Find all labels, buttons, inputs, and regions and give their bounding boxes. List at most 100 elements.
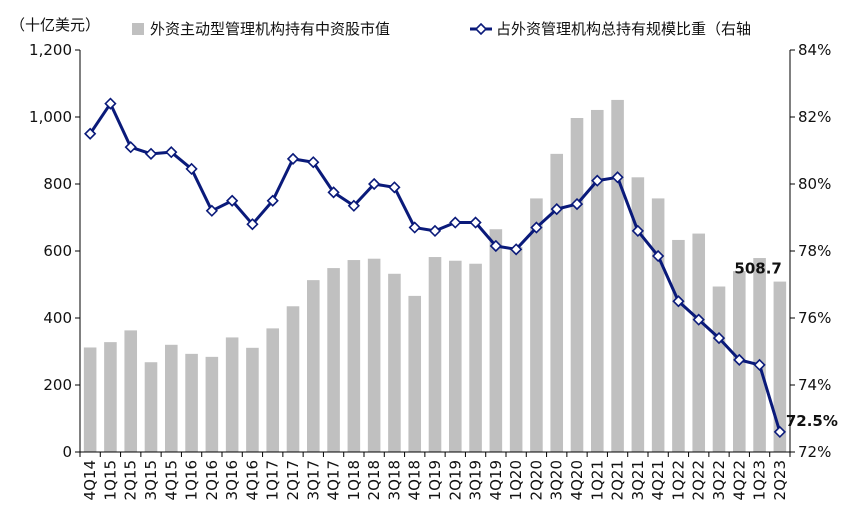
left-tick-label: 1,200 bbox=[29, 41, 72, 59]
bar bbox=[205, 356, 219, 452]
line-point bbox=[205, 204, 218, 217]
line-point bbox=[672, 295, 685, 308]
bar bbox=[307, 280, 320, 452]
x-tick-label: 4Q22 bbox=[730, 460, 748, 500]
x-tick-label: 4Q15 bbox=[162, 460, 180, 500]
x-tick-label: 3Q20 bbox=[548, 460, 566, 500]
x-tick-label: 3Q15 bbox=[142, 460, 160, 500]
bar bbox=[83, 347, 97, 452]
line-point bbox=[611, 171, 624, 184]
x-tick-label: 3Q18 bbox=[385, 460, 403, 500]
line-point bbox=[368, 177, 381, 191]
line-point bbox=[733, 353, 746, 367]
x-tick-label: 2Q18 bbox=[365, 460, 383, 500]
bar bbox=[246, 347, 259, 452]
right-tick-label: 84% bbox=[798, 41, 831, 59]
x-tick-label: 4Q21 bbox=[649, 460, 667, 500]
left-tick-label: 200 bbox=[43, 376, 72, 394]
x-tick-label: 1Q20 bbox=[507, 460, 525, 500]
bar bbox=[631, 177, 645, 453]
bar bbox=[104, 342, 117, 452]
line-point bbox=[84, 127, 97, 140]
x-tick-label: 4Q17 bbox=[325, 460, 343, 500]
right-tick-label: 82% bbox=[798, 108, 831, 126]
line-series bbox=[84, 97, 786, 439]
bar bbox=[611, 99, 624, 453]
line-point bbox=[347, 199, 360, 212]
line-point bbox=[144, 147, 158, 160]
bar bbox=[367, 258, 381, 452]
left-axis-unit: （十亿美元） bbox=[10, 16, 100, 34]
bar bbox=[266, 328, 280, 452]
right-tick-label: 76% bbox=[798, 309, 831, 327]
bar bbox=[692, 233, 706, 452]
x-tick-label: 1Q21 bbox=[588, 460, 606, 500]
x-tick-label: 1Q16 bbox=[183, 460, 201, 500]
line-point bbox=[652, 249, 665, 263]
right-tick-label: 72% bbox=[798, 443, 831, 461]
x-tick-label: 3Q19 bbox=[467, 460, 485, 500]
bar bbox=[449, 260, 462, 452]
line-point bbox=[307, 156, 320, 169]
line-point bbox=[692, 313, 705, 326]
x-tick-label: 2Q22 bbox=[690, 460, 708, 500]
bar bbox=[591, 109, 604, 453]
line-point bbox=[388, 181, 401, 194]
x-tick-label: 2Q20 bbox=[527, 460, 545, 500]
x-tick-label: 3Q17 bbox=[304, 460, 322, 500]
line-point bbox=[226, 194, 239, 207]
line-point bbox=[286, 152, 300, 166]
bar bbox=[509, 246, 523, 452]
bar bbox=[672, 239, 685, 452]
legend-bar-swatch bbox=[132, 23, 144, 35]
legend: （十亿美元） 外资主动型管理机构持有中资股市值 占外资管理机构总持有规模比重（右轴 bbox=[10, 16, 751, 38]
bar bbox=[124, 330, 138, 452]
x-tick-label: 3Q21 bbox=[629, 460, 647, 500]
line-point bbox=[104, 97, 117, 110]
x-tick-label: 1Q19 bbox=[426, 460, 444, 500]
x-tick-label: 3Q22 bbox=[710, 460, 728, 500]
line-point bbox=[428, 224, 442, 238]
bar bbox=[225, 337, 239, 452]
bar bbox=[165, 344, 178, 452]
x-tick-label: 1Q15 bbox=[101, 460, 119, 500]
line-point bbox=[266, 194, 279, 207]
line-point bbox=[631, 224, 644, 238]
data-labels: 508.7 72.5% bbox=[734, 260, 838, 430]
line-point bbox=[327, 186, 340, 199]
bar bbox=[651, 198, 665, 452]
x-tick-label: 1Q23 bbox=[751, 460, 769, 500]
bar bbox=[753, 258, 766, 452]
left-tick-label: 0 bbox=[62, 443, 72, 461]
bar bbox=[388, 273, 401, 452]
x-tick-label: 1Q22 bbox=[669, 460, 687, 500]
left-tick-label: 600 bbox=[43, 242, 72, 260]
bar bbox=[712, 286, 726, 452]
x-tick-label: 2Q15 bbox=[122, 460, 140, 500]
left-tick-label: 1,000 bbox=[29, 108, 72, 126]
line-point bbox=[591, 174, 604, 187]
line-point bbox=[185, 162, 198, 176]
bar bbox=[469, 263, 482, 452]
x-tick-label: 2Q16 bbox=[203, 460, 221, 500]
x-tick-label: 2Q21 bbox=[609, 460, 627, 500]
bar bbox=[185, 353, 198, 452]
line-point bbox=[449, 216, 462, 229]
last-point-label: 72.5% bbox=[786, 412, 838, 430]
line-point bbox=[712, 331, 726, 345]
right-tick-label: 80% bbox=[798, 175, 831, 193]
right-tick-label: 74% bbox=[798, 376, 831, 394]
bar bbox=[530, 198, 543, 452]
legend-line-label: 占外资管理机构总持有规模比重（右轴 bbox=[496, 20, 751, 38]
bar bbox=[327, 268, 340, 452]
line-point bbox=[124, 141, 137, 154]
line-point bbox=[408, 221, 421, 234]
bar bbox=[286, 306, 300, 452]
axes: 0 200 400 600 800 1,000 1,200 72% 74% 76% 78% 80% 82… bbox=[29, 41, 831, 500]
x-tick-label: 1Q17 bbox=[264, 460, 282, 500]
line-point bbox=[246, 218, 259, 231]
bar-series bbox=[83, 99, 787, 453]
bar bbox=[773, 281, 787, 452]
left-tick-label: 400 bbox=[43, 309, 72, 327]
